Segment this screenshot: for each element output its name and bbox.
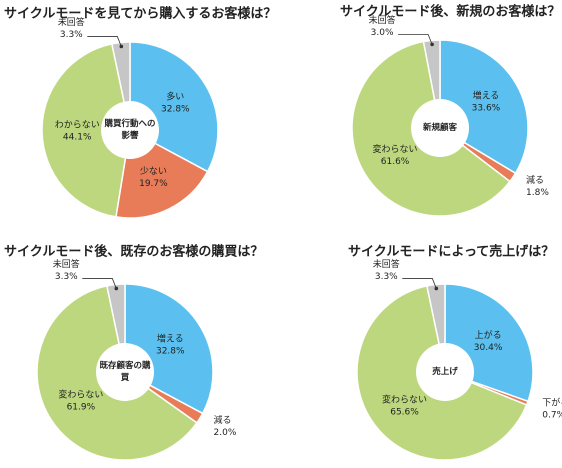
slice-value-label: 0.7% bbox=[542, 410, 562, 420]
chart-title: サイクルモード後、既存のお客様の購買は？ bbox=[4, 244, 263, 260]
pie-slice bbox=[41, 42, 131, 218]
center-label: 新規顧客 bbox=[422, 123, 457, 133]
slice-value-label: 2.0% bbox=[214, 428, 237, 438]
slice-category: 少ない bbox=[140, 166, 167, 177]
slice-value-label: 1.8% bbox=[526, 188, 549, 198]
slice-value-label: 32.8% bbox=[161, 104, 190, 114]
center-label: 売上げ bbox=[432, 367, 458, 377]
slice-value-label: 44.1% bbox=[63, 133, 92, 143]
donut-hole bbox=[416, 343, 474, 401]
donut-hole bbox=[101, 101, 159, 159]
slice-category: 減る bbox=[526, 174, 544, 186]
slice-category: 下がる bbox=[542, 396, 562, 408]
slice-category: 変わらない bbox=[382, 393, 427, 405]
slice-category: 上がる bbox=[475, 329, 502, 341]
slice-value-label: 19.7% bbox=[139, 179, 168, 189]
chart-title: サイクルモードによって売上げは？ bbox=[348, 244, 554, 260]
slice-value-label: 3.3% bbox=[60, 30, 83, 40]
slice-category: 未回答 bbox=[373, 258, 400, 270]
chart-title: サイクルモードを見てから購入するお客様は？ bbox=[4, 6, 276, 22]
slice-value-label: 61.9% bbox=[67, 402, 96, 412]
chart-title: サイクルモード後、新規のお客様は？ bbox=[340, 4, 560, 20]
leader-line bbox=[87, 36, 122, 47]
leader-line bbox=[82, 278, 117, 289]
slice-value-label: 65.6% bbox=[390, 407, 419, 417]
leader-line bbox=[398, 33, 433, 45]
slice-category: 増える bbox=[473, 89, 500, 101]
donut-hole bbox=[411, 99, 469, 157]
slice-category: 未回答 bbox=[58, 16, 85, 28]
leader-dot bbox=[114, 286, 119, 291]
slice-category: わからない bbox=[55, 120, 100, 131]
slice-value-label: 30.4% bbox=[474, 343, 503, 353]
slice-value-label: 3.3% bbox=[375, 272, 398, 282]
slice-value-label: 33.6% bbox=[472, 103, 501, 113]
slice-value-label: 3.0% bbox=[371, 28, 394, 38]
slice-category: 未回答 bbox=[53, 258, 80, 270]
donut-hole bbox=[96, 343, 154, 401]
leader-dot bbox=[119, 44, 124, 49]
center-label: 購買行動への影響 bbox=[104, 119, 156, 141]
leader-dot bbox=[434, 286, 439, 291]
slice-category: 変わらない bbox=[373, 143, 418, 155]
slice-value-label: 3.3% bbox=[55, 272, 78, 282]
slice-category: 多い bbox=[166, 90, 184, 102]
slice-category: 減る bbox=[214, 414, 232, 426]
leader-line bbox=[402, 278, 437, 289]
slice-category: 未回答 bbox=[369, 14, 396, 26]
slice-value-label: 61.6% bbox=[381, 157, 410, 167]
slice-category: 変わらない bbox=[58, 388, 103, 400]
center-label: 既存顧客の購買 bbox=[99, 361, 151, 383]
slice-category: 増える bbox=[157, 332, 184, 344]
leader-dot bbox=[430, 42, 434, 47]
slice-value-label: 32.8% bbox=[156, 346, 185, 356]
